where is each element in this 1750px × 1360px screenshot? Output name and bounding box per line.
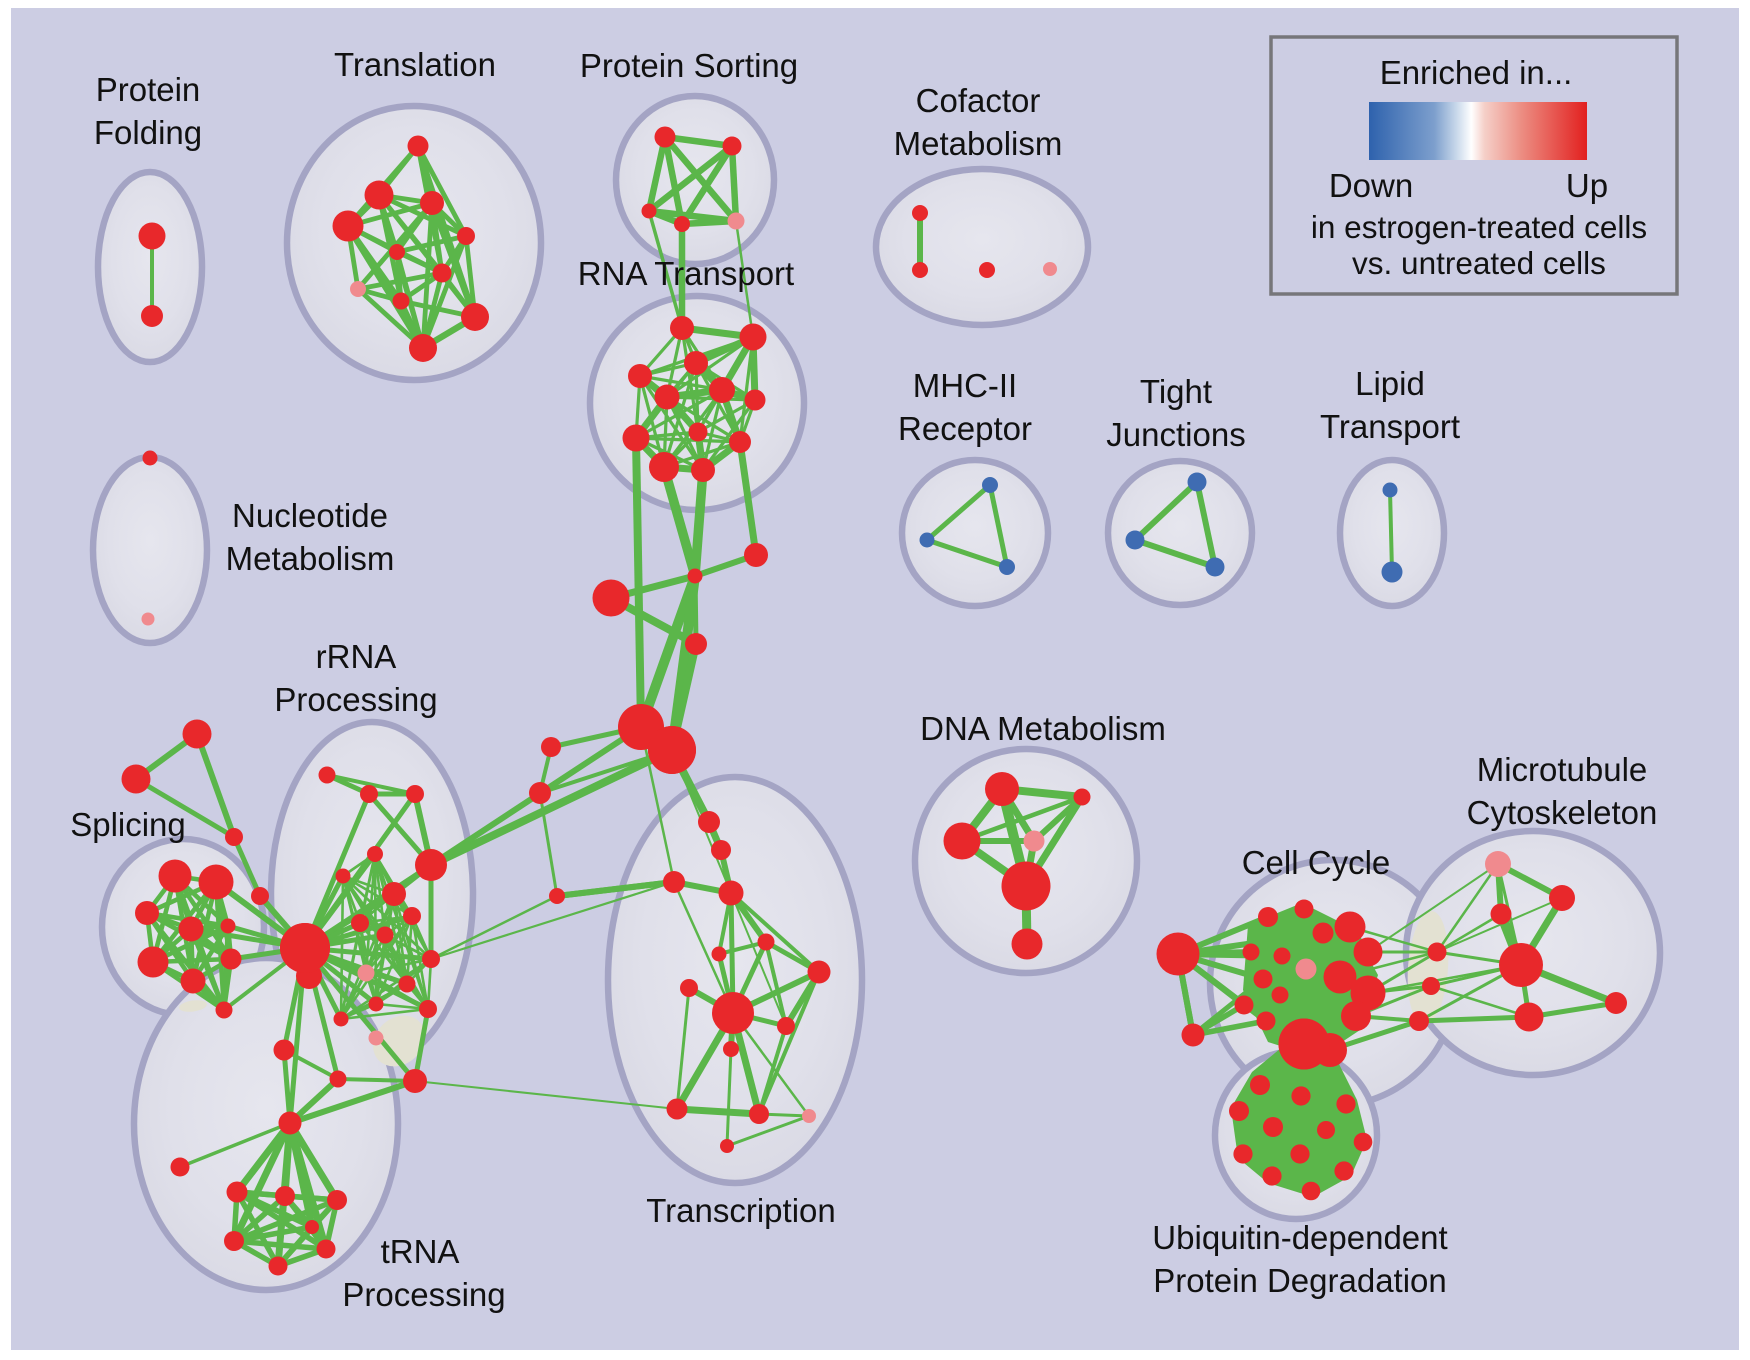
svg-text:Protein Degradation: Protein Degradation [1153, 1262, 1447, 1299]
svg-text:Splicing: Splicing [70, 806, 186, 843]
svg-text:Lipid: Lipid [1355, 365, 1425, 402]
svg-text:Translation: Translation [334, 46, 496, 83]
svg-text:Protein: Protein [96, 71, 201, 108]
svg-text:vs. untreated cells: vs. untreated cells [1352, 245, 1606, 281]
svg-text:Tight: Tight [1140, 373, 1212, 410]
svg-text:Cofactor: Cofactor [916, 82, 1041, 119]
svg-text:Down: Down [1329, 167, 1413, 204]
svg-text:Transport: Transport [1320, 408, 1460, 445]
svg-text:Microtubule: Microtubule [1477, 751, 1648, 788]
svg-text:Processing: Processing [342, 1276, 505, 1313]
svg-text:rRNA: rRNA [316, 638, 397, 675]
svg-text:MHC-II: MHC-II [913, 367, 1017, 404]
svg-text:in estrogen-treated cells: in estrogen-treated cells [1311, 209, 1647, 245]
svg-text:Ubiquitin-dependent: Ubiquitin-dependent [1152, 1219, 1447, 1256]
svg-text:Enriched in...: Enriched in... [1380, 54, 1573, 91]
svg-text:Receptor: Receptor [898, 410, 1032, 447]
svg-text:Metabolism: Metabolism [226, 540, 395, 577]
svg-text:Protein Sorting: Protein Sorting [580, 47, 798, 84]
svg-text:Nucleotide: Nucleotide [232, 497, 388, 534]
svg-text:Transcription: Transcription [646, 1192, 836, 1229]
svg-text:Metabolism: Metabolism [894, 125, 1063, 162]
svg-text:RNA Transport: RNA Transport [578, 255, 794, 292]
svg-text:tRNA: tRNA [381, 1233, 460, 1270]
svg-text:Cytoskeleton: Cytoskeleton [1467, 794, 1658, 831]
svg-text:Junctions: Junctions [1106, 416, 1245, 453]
svg-text:DNA Metabolism: DNA Metabolism [920, 710, 1166, 747]
svg-text:Up: Up [1566, 167, 1608, 204]
svg-text:Folding: Folding [94, 114, 202, 151]
svg-text:Processing: Processing [274, 681, 437, 718]
svg-text:Cell Cycle: Cell Cycle [1242, 844, 1391, 881]
